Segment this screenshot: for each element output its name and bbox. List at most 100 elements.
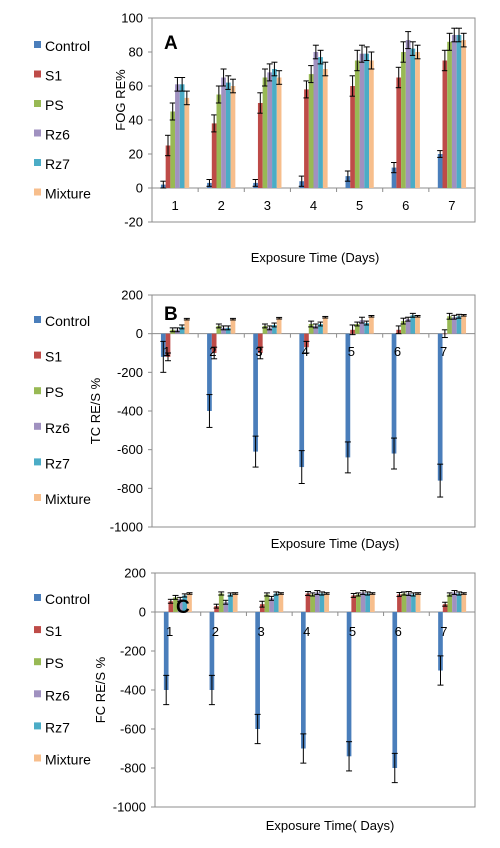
bar-ps-day-4 xyxy=(308,74,314,188)
bar-rz7-day-7 xyxy=(456,316,462,334)
y-tick-label: 0 xyxy=(139,605,146,620)
bar-mixture-day-6 xyxy=(415,316,420,334)
error-bar xyxy=(437,150,444,158)
error-bar xyxy=(322,61,329,77)
bar-rz6-day-5 xyxy=(359,53,365,189)
bar-ps-day-6 xyxy=(401,593,407,612)
y-axis-label: FOG RE% xyxy=(113,69,128,131)
error-bar xyxy=(183,317,190,321)
legend-entry: PS xyxy=(45,97,64,113)
error-bar xyxy=(344,170,351,182)
bar-rz6-day-4 xyxy=(313,325,319,334)
bar-ps-day-4 xyxy=(310,594,315,612)
bar-rz6-day-6 xyxy=(405,40,411,188)
error-bar xyxy=(298,175,305,187)
y-tick-label: -400 xyxy=(117,404,143,419)
legend-swatch xyxy=(34,188,41,196)
y-tick-label: -800 xyxy=(120,761,146,776)
error-bar xyxy=(276,70,283,85)
error-bar xyxy=(414,314,421,318)
error-bar xyxy=(360,590,367,595)
error-bar xyxy=(456,591,463,596)
x-category-label: 6 xyxy=(394,344,401,359)
bar-control-day-5 xyxy=(345,176,351,188)
error-bar xyxy=(409,41,416,56)
legend-entry: Mixture xyxy=(45,752,91,768)
bar-control-day-6 xyxy=(391,167,397,188)
error-bar xyxy=(368,51,375,70)
bar-rz6-day-1 xyxy=(175,84,180,188)
bar-mixture-day-6 xyxy=(415,593,421,612)
error-bar xyxy=(400,41,407,63)
bar-ps-day-2 xyxy=(216,94,222,188)
bar-mixture-day-2 xyxy=(232,593,238,612)
bar-ps-day-6 xyxy=(401,52,406,188)
bar-control-day-6 xyxy=(391,333,397,454)
error-bar xyxy=(442,601,449,607)
legend-entry: Rz7 xyxy=(45,156,70,172)
error-bar xyxy=(222,599,229,605)
error-bar xyxy=(318,591,325,596)
error-bar xyxy=(395,66,402,89)
bar-s1-day-2 xyxy=(214,606,219,612)
error-bar xyxy=(257,346,264,360)
error-bar xyxy=(232,592,239,595)
y-tick-label: 0 xyxy=(136,326,143,341)
legend-entry: Rz6 xyxy=(45,127,70,143)
error-bar xyxy=(446,592,453,597)
legend-entry: S1 xyxy=(45,68,62,84)
bar-s1-day-1 xyxy=(168,601,174,612)
bar-mixture-day-6 xyxy=(415,52,420,188)
chart-panel-c: -1000 -800 -600 -400 -200 0 200 1 2 3 4 5 6 7 C FC RE/S… xyxy=(34,566,476,833)
bar-mixture-day-5 xyxy=(370,593,375,612)
bar-rz7-day-4 xyxy=(319,593,325,612)
error-bar xyxy=(460,592,467,595)
legend-swatch xyxy=(34,41,41,48)
error-bar xyxy=(300,733,307,764)
error-bar xyxy=(179,324,186,330)
legend-swatch xyxy=(34,387,41,395)
bar-rz7-day-4 xyxy=(318,57,323,188)
bar-rz6-day-7 xyxy=(451,35,457,188)
error-bar xyxy=(312,44,319,60)
bar-mixture-day-1 xyxy=(184,319,190,334)
x-category-label: 1 xyxy=(171,198,178,213)
legend-swatch xyxy=(34,316,41,323)
legend-swatch xyxy=(34,626,41,634)
bar-control-day-2 xyxy=(209,612,215,690)
x-category-label: 7 xyxy=(448,198,455,213)
bar-ps-day-5 xyxy=(354,324,360,334)
error-bar xyxy=(317,49,324,65)
error-bar xyxy=(322,315,329,319)
bar-rz7-day-6 xyxy=(410,48,416,188)
bar-rz6-day-3 xyxy=(267,72,273,188)
error-bar xyxy=(172,594,179,600)
x-category-label: 1 xyxy=(163,344,170,359)
bar-ps-day-1 xyxy=(170,111,176,188)
error-bar xyxy=(437,655,444,686)
y-tick-label: -200 xyxy=(120,644,146,659)
bar-s1-day-7 xyxy=(442,604,448,612)
bar-rz6-day-4 xyxy=(313,52,319,188)
bar-rz7-day-7 xyxy=(456,35,462,188)
error-bar xyxy=(396,592,403,597)
x-category-label: 5 xyxy=(348,344,355,359)
error-bar xyxy=(395,325,402,335)
bar-mixture-day-4 xyxy=(322,69,328,188)
y-tick-label: 40 xyxy=(129,113,143,128)
error-bar xyxy=(309,592,316,597)
bar-s1-day-7 xyxy=(442,60,448,188)
error-bar xyxy=(308,320,315,328)
bar-mixture-day-5 xyxy=(369,316,374,334)
error-bar xyxy=(369,592,376,595)
y-tick-label: -1000 xyxy=(110,520,143,535)
error-bar xyxy=(317,321,324,327)
legend-swatch xyxy=(34,754,41,762)
error-bar xyxy=(455,27,462,43)
error-bar xyxy=(165,134,172,157)
error-bar xyxy=(169,102,176,121)
bar-rz6-day-6 xyxy=(405,319,411,334)
bar-mixture-day-7 xyxy=(461,40,467,188)
error-bar xyxy=(254,713,261,745)
